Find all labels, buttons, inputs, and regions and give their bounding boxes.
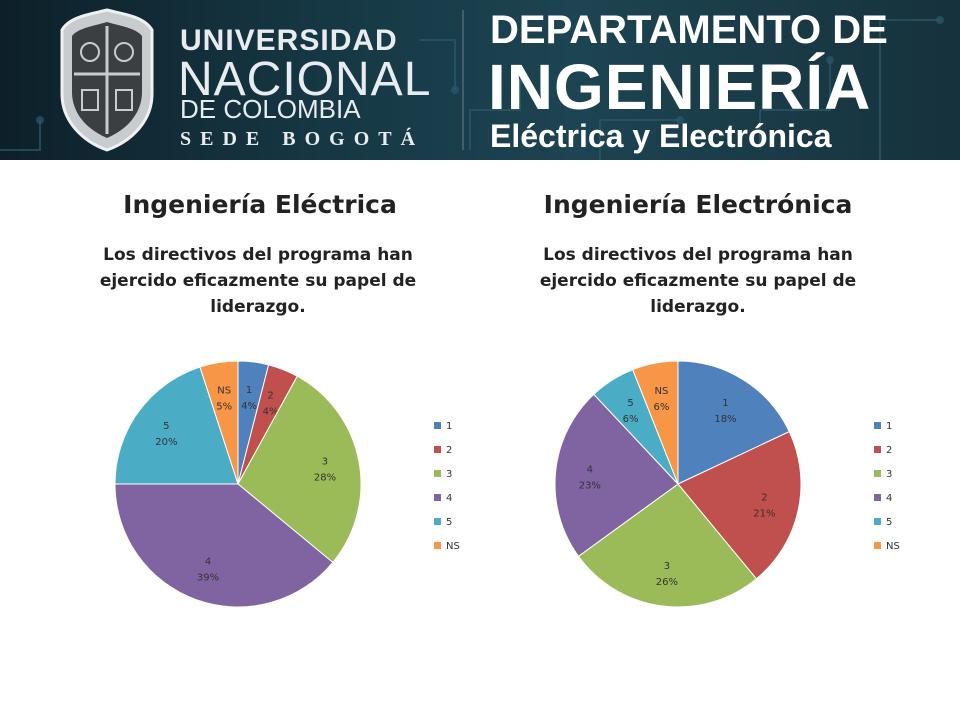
department-line2: INGENIERÍA — [488, 51, 872, 123]
slice-label-1: 1 18% — [714, 398, 736, 425]
legend-swatch-5 — [434, 518, 441, 525]
department-line1: DEPARTAMENTO DE — [490, 8, 888, 52]
legend-swatch-5 — [874, 518, 881, 525]
legend-swatch-ns — [434, 542, 441, 549]
legend-label-1: 1 — [886, 421, 892, 432]
legend-swatch-3 — [874, 470, 881, 477]
slice-label-5: 5 20% — [155, 421, 177, 448]
slice-label-4: 4 39% — [197, 556, 219, 583]
chart-title-electronica: Ingeniería Electrónica — [543, 190, 853, 219]
legend-swatch-4 — [434, 494, 441, 501]
pie-slice-2 — [677, 430, 802, 580]
legend-swatch-1 — [874, 422, 881, 429]
slice-label-5: 5 6% — [623, 398, 639, 425]
pie-slice-3 — [577, 483, 758, 608]
pie-slice-1 — [677, 360, 790, 485]
pie-chart-electrica: 1 4% 2 4% 3 28% 4 39% 5 20% NS 5% 1 2 3 4 5 NS — [114, 360, 460, 608]
legend-label-3: 3 — [446, 469, 452, 480]
slice-label-ns: NS 6% — [653, 386, 669, 413]
legend-label-2: 2 — [446, 445, 452, 456]
slice-label-3: 3 28% — [314, 456, 336, 483]
slice-label-1: 1 4% — [241, 385, 257, 412]
legend-swatch-4 — [874, 494, 881, 501]
pie-slice-ns — [199, 360, 239, 485]
legend-label-4: 4 — [886, 493, 892, 504]
university-campus: SEDE BOGOTÁ — [180, 128, 425, 150]
pie-slice-4 — [114, 483, 334, 608]
chart-question-electrica: Los directivos del programa han ejercido… — [99, 245, 417, 317]
legend-label-5: 5 — [446, 517, 452, 528]
university-name-line3: DE COLOMBIA — [180, 94, 361, 124]
circuit-pattern — [0, 16, 944, 160]
chart-question-electronica: Los directivos del programa han ejercido… — [539, 245, 857, 317]
pie-slice-4 — [554, 393, 679, 557]
legend-label-ns: NS — [886, 541, 900, 552]
pie-slice-5 — [114, 366, 239, 485]
slice-label-3: 3 26% — [656, 561, 678, 588]
legend-swatch-3 — [434, 470, 441, 477]
legend-label-3: 3 — [886, 469, 892, 480]
legend-label-2: 2 — [886, 445, 892, 456]
legend-swatch-2 — [874, 446, 881, 453]
slice-label-ns: NS 5% — [216, 386, 232, 413]
banner-divider — [462, 10, 464, 150]
university-seal-icon — [60, 8, 154, 152]
legend-label-ns: NS — [446, 541, 460, 552]
legend-label-4: 4 — [446, 493, 452, 504]
pie-slice-ns — [632, 360, 679, 485]
department-line3: Eléctrica y Electrónica — [490, 118, 832, 154]
pie-chart-electronica: 1 18% 2 21% 3 26% 4 23% 5 6% NS 6% 1 2 3 4 5 NS — [554, 360, 900, 608]
legend-swatch-2 — [434, 446, 441, 453]
legend-swatch-ns — [874, 542, 881, 549]
slice-label-2: 2 21% — [753, 492, 775, 519]
chart-title-electrica: Ingeniería Eléctrica — [123, 190, 397, 219]
slice-label-4: 4 23% — [579, 465, 601, 492]
university-name-line1: UNIVERSIDAD — [180, 24, 398, 57]
university-name-line2: NACIONAL — [178, 53, 432, 106]
legend-label-5: 5 — [886, 517, 892, 528]
legend-label-1: 1 — [446, 421, 452, 432]
legend-swatch-1 — [434, 422, 441, 429]
header-banner: UNIVERSIDAD NACIONAL DE COLOMBIA SEDE BO… — [0, 0, 960, 160]
slice-label-2: 2 4% — [263, 391, 279, 418]
pie-slice-3 — [237, 375, 362, 564]
